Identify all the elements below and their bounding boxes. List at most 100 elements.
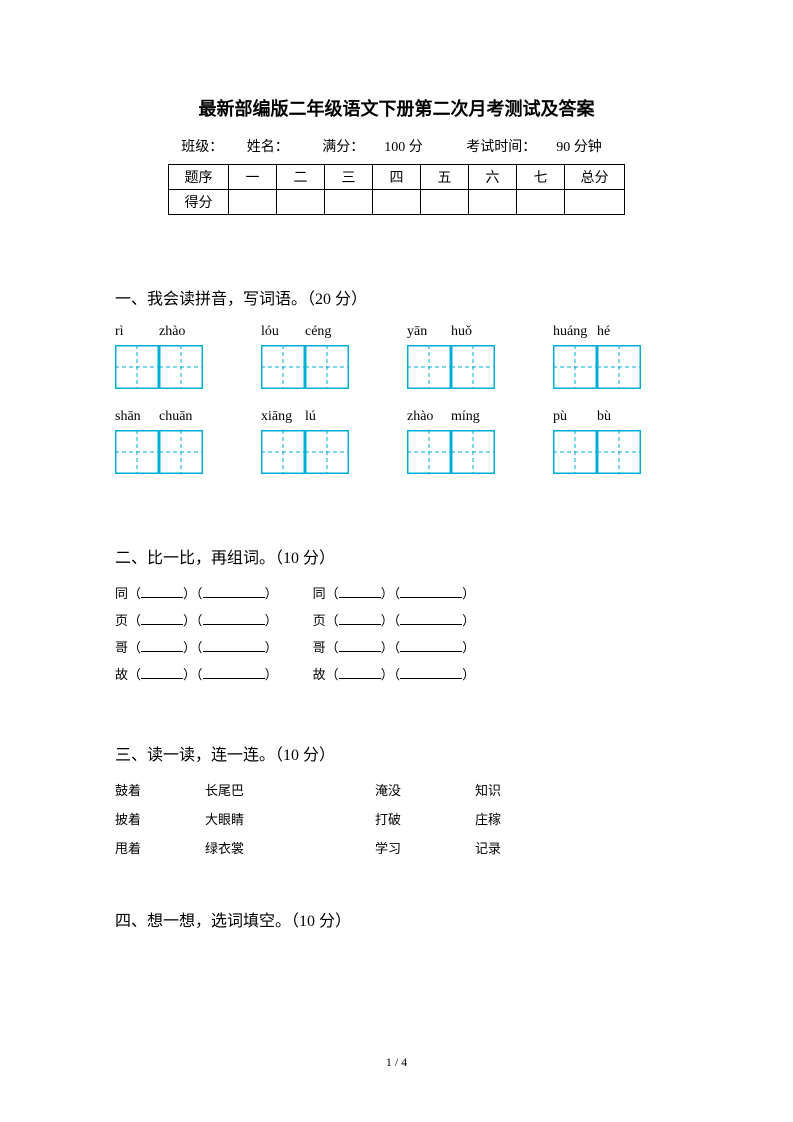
q3-item: 甩着 — [115, 838, 205, 857]
paren: ） — [462, 586, 475, 601]
blank — [203, 584, 265, 598]
tianzi-cell — [261, 345, 305, 389]
pinyin-group: yānhuǒ — [407, 324, 495, 340]
tianzi-cell — [407, 345, 451, 389]
tianzi-cell — [115, 430, 159, 474]
tianzi-group — [261, 345, 349, 389]
tianzi-cell — [553, 345, 597, 389]
td-empty — [229, 190, 277, 215]
paren: （ — [128, 586, 141, 601]
paren: ） — [462, 667, 475, 682]
pinyin-syllable: bù — [597, 409, 641, 425]
blank — [141, 638, 183, 652]
paren: ） — [381, 613, 394, 628]
paren: ） — [183, 613, 196, 628]
paren: ） — [381, 667, 394, 682]
pinyin-group: huánghé — [553, 324, 641, 340]
pinyin-syllable: zhào — [407, 409, 451, 425]
pinyin-syllable: pù — [553, 409, 597, 425]
page-title: 最新部编版二年级语文下册第二次月考测试及答案 — [115, 95, 678, 121]
q3-item: 打破 — [375, 809, 475, 828]
paren: （ — [326, 586, 339, 601]
paren: ） — [183, 667, 196, 682]
tianzi-cell — [159, 345, 203, 389]
table-row: 得分 — [169, 190, 625, 215]
th-order: 题序 — [169, 165, 229, 190]
tianzi-group — [407, 345, 495, 389]
blank — [141, 584, 183, 598]
section2-content: 同（）（）同（）（）页（）（）页（）（）哥（）（）哥（）（）故（）（）故（）（） — [115, 583, 678, 683]
paren: ） — [265, 667, 278, 682]
q2-row: 页（）（）页（）（） — [115, 610, 678, 629]
paren: （ — [326, 640, 339, 655]
blank — [400, 638, 462, 652]
paren: （ — [326, 613, 339, 628]
th-2: 二 — [277, 165, 325, 190]
tianzi-cell — [305, 430, 349, 474]
blank — [339, 584, 381, 598]
q3-item: 披着 — [115, 809, 205, 828]
paren: ） — [183, 640, 196, 655]
tianzi-cell — [597, 345, 641, 389]
pinyin-syllable: lóu — [261, 324, 305, 340]
tianzi-group — [553, 345, 641, 389]
pinyin-row: rìzhào lóucéng yānhuǒ huánghé — [115, 324, 678, 340]
tianzi-cell — [159, 430, 203, 474]
blank — [400, 584, 462, 598]
q2-char: 哥 — [115, 640, 128, 655]
pinyin-syllable: hé — [597, 324, 641, 340]
paren: ） — [265, 586, 278, 601]
page-number: 1 / 4 — [386, 1055, 407, 1069]
th-4: 四 — [373, 165, 421, 190]
tianzi-group — [407, 430, 495, 474]
tianzi-cell — [451, 430, 495, 474]
pinyin-group: xiānglú — [261, 409, 349, 425]
td-empty — [277, 190, 325, 215]
page-footer: 1 / 4 — [0, 1055, 793, 1070]
pinyin-syllable: huǒ — [451, 324, 495, 340]
q3-col2: 长尾巴 大眼睛 绿衣裳 — [205, 780, 375, 857]
q3-col1: 鼓着 披着 甩着 — [115, 780, 205, 857]
paren: ） — [265, 640, 278, 655]
q3-col3: 淹没 打破 学习 — [375, 780, 475, 857]
pinyin-syllable: chuān — [159, 409, 203, 425]
pinyin-row: shānchuānxiānglúzhàomíngpùbù — [115, 409, 678, 425]
section3-content: 鼓着 披着 甩着 长尾巴 大眼睛 绿衣裳 淹没 打破 学习 知识 庄稼 记录 — [115, 780, 678, 857]
th-1: 一 — [229, 165, 277, 190]
blank — [203, 665, 265, 679]
section3-title: 三、读一读，连一连。（10 分） — [115, 741, 678, 765]
q2-char: 同 — [313, 586, 326, 601]
tianzi-group — [115, 345, 203, 389]
tianzi-cell — [305, 345, 349, 389]
tianzi-group — [115, 430, 203, 474]
pinyin-syllable: xiāng — [261, 409, 305, 425]
full-label: 满分：100 分 — [312, 140, 433, 155]
tianzi-cell — [553, 430, 597, 474]
th-7: 七 — [517, 165, 565, 190]
td-empty — [565, 190, 625, 215]
tianzi-group — [553, 430, 641, 474]
paren: ） — [183, 586, 196, 601]
td-empty — [469, 190, 517, 215]
q2-row: 哥（）（）哥（）（） — [115, 637, 678, 656]
tianzi-group — [261, 430, 349, 474]
q3-item: 学习 — [375, 838, 475, 857]
pinyin-syllable: céng — [305, 324, 349, 340]
tianzi-cell — [407, 430, 451, 474]
pinyin-syllable: zhào — [159, 324, 203, 340]
q2-row: 故（）（）故（）（） — [115, 664, 678, 683]
pinyin-group: rìzhào — [115, 324, 203, 340]
paren: ） — [381, 586, 394, 601]
paren: ） — [265, 613, 278, 628]
paren: （ — [128, 613, 141, 628]
paren: ） — [381, 640, 394, 655]
q2-row: 同（）（）同（）（） — [115, 583, 678, 602]
q3-item: 长尾巴 — [205, 780, 375, 799]
pinyin-syllable: rì — [115, 324, 159, 340]
blank — [400, 611, 462, 625]
blank — [339, 665, 381, 679]
blank — [141, 611, 183, 625]
pinyin-syllable: míng — [451, 409, 495, 425]
blank — [141, 665, 183, 679]
title-text: 最新部编版二年级语文下册第二次月考测试及答案 — [199, 99, 595, 119]
